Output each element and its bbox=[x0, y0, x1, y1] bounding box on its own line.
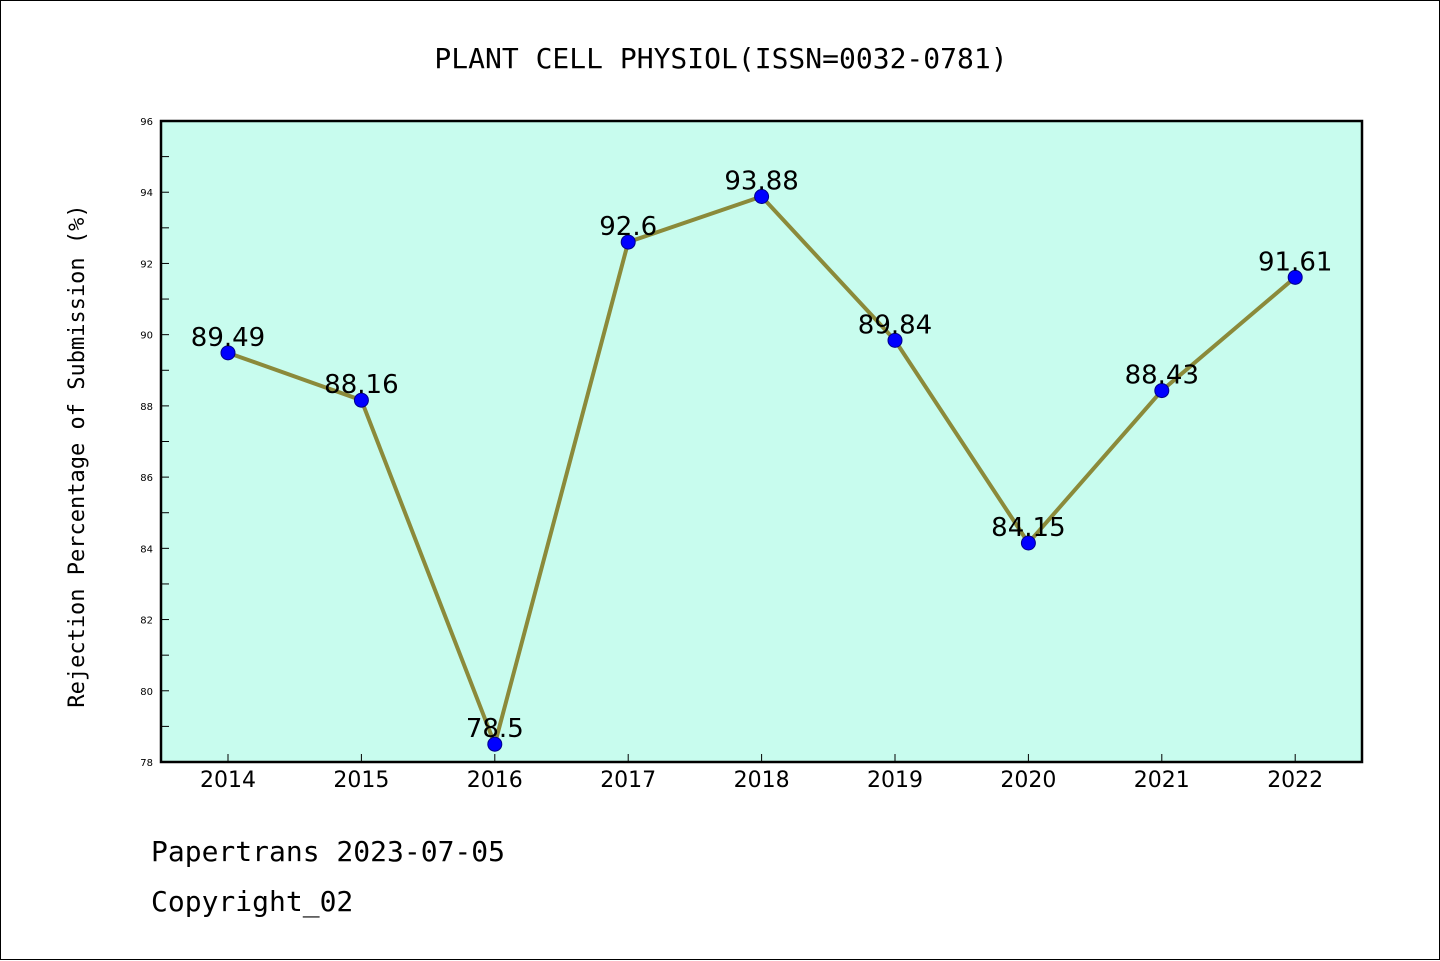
y-tick-label: 80 bbox=[140, 687, 153, 698]
data-label: 89.49 bbox=[191, 323, 265, 353]
chart-title: PLANT CELL PHYSIOL(ISSN=0032-0781) bbox=[434, 42, 1007, 75]
x-tick-label: 2014 bbox=[200, 768, 256, 793]
y-tick-label: 86 bbox=[140, 473, 153, 484]
y-tick-label: 82 bbox=[140, 616, 153, 627]
data-label: 93.88 bbox=[724, 166, 798, 196]
y-tick-label: 84 bbox=[140, 544, 153, 555]
x-axis: 2014 2015 2016 2017 2018 2019 2020 2021 2022 bbox=[200, 754, 1323, 793]
data-label: 88.43 bbox=[1125, 361, 1199, 391]
data-point-marker bbox=[1287, 269, 1303, 285]
x-tick-label: 2015 bbox=[333, 768, 389, 793]
data-point-marker bbox=[353, 392, 369, 408]
data-label: 91.61 bbox=[1258, 247, 1332, 277]
data-point-marker bbox=[620, 234, 636, 250]
data-label: 78.5 bbox=[466, 714, 524, 744]
y-tick-label: 78 bbox=[140, 758, 153, 769]
y-tick-label: 88 bbox=[140, 402, 153, 413]
x-tick-label: 2018 bbox=[734, 768, 790, 793]
data-label: 84.15 bbox=[991, 513, 1065, 543]
data-labels-layer: 89.49 88.16 78.5 92.6 93.88 89.84 84.15 88.43 91… bbox=[191, 166, 1333, 744]
y-tick-label: 94 bbox=[140, 188, 153, 199]
data-point-marker bbox=[754, 188, 770, 204]
data-point-marker bbox=[1020, 535, 1036, 551]
data-point-marker bbox=[220, 345, 236, 361]
footer-date-text: Papertrans 2023-07-05 bbox=[151, 835, 506, 868]
y-axis-label: Rejection Percentage of Submission (%) bbox=[65, 204, 90, 707]
data-point-marker bbox=[487, 736, 503, 752]
x-tick-label: 2020 bbox=[1000, 768, 1056, 793]
y-axis: 78 80 82 84 86 88 90 92 94 96 bbox=[140, 117, 169, 769]
data-point-marker bbox=[1154, 383, 1170, 399]
x-tick-label: 2019 bbox=[867, 768, 923, 793]
y-tick-label: 96 bbox=[140, 117, 153, 128]
plot-area bbox=[159, 119, 1364, 764]
x-tick-label: 2021 bbox=[1134, 768, 1190, 793]
data-label: 89.84 bbox=[858, 310, 932, 340]
data-point-marker bbox=[887, 332, 903, 348]
y-tick-label: 92 bbox=[140, 259, 153, 270]
markers-layer bbox=[220, 188, 1303, 752]
x-tick-label: 2022 bbox=[1267, 768, 1323, 793]
data-label: 92.6 bbox=[599, 212, 657, 242]
x-tick-label: 2016 bbox=[467, 768, 523, 793]
x-tick-label: 2017 bbox=[600, 768, 656, 793]
data-label: 88.16 bbox=[324, 370, 398, 400]
y-tick-label: 90 bbox=[140, 331, 153, 342]
footer-copyright-text: Copyright_02 bbox=[151, 885, 354, 918]
